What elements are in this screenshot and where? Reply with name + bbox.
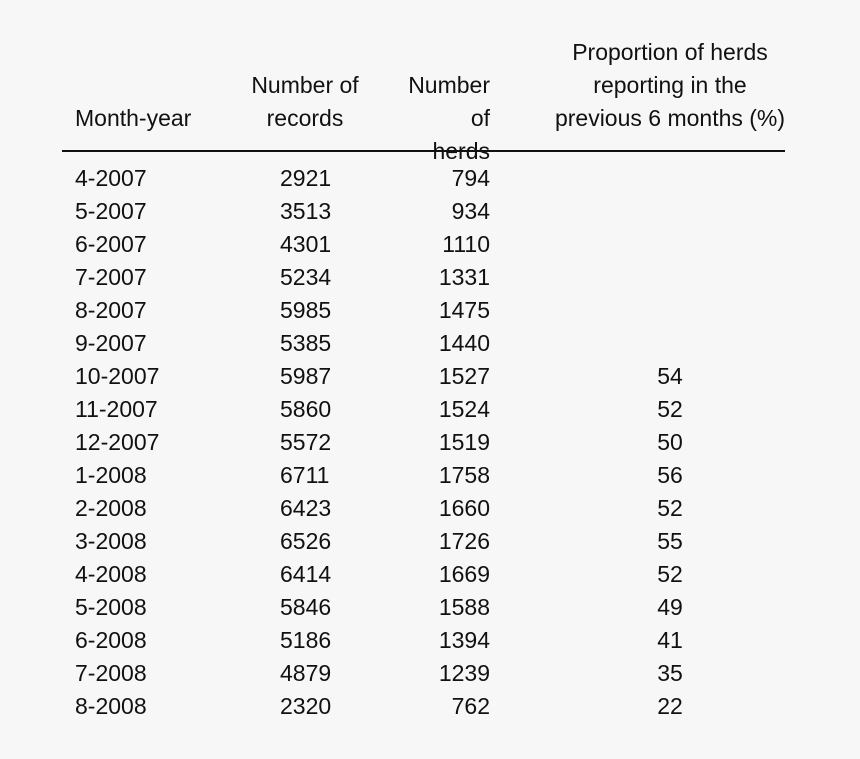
- cell-month-year: 11-2007: [75, 396, 158, 422]
- cell-records: 5572: [280, 429, 332, 455]
- cell-proportion: 22: [657, 693, 683, 719]
- table-row: 4-2008 6414 1669 52: [0, 558, 860, 591]
- header-line: Month-year: [75, 105, 192, 131]
- header-line: previous 6 months (%): [554, 105, 786, 131]
- table-row: 8-2008 2320 762 22: [0, 690, 860, 723]
- cell-month-year: 8-2008: [75, 693, 147, 719]
- cell-month-year: 5-2008: [75, 594, 147, 620]
- cell-herds: 1588: [438, 594, 490, 620]
- cell-herds: 1726: [438, 528, 490, 554]
- cell-month-year: 8-2007: [75, 297, 147, 323]
- cell-records: 2921: [280, 165, 332, 191]
- cell-herds: 1239: [438, 660, 490, 686]
- table-row: 9-2007 5385 1440: [0, 327, 860, 360]
- header-month-year: Month-year: [75, 36, 225, 135]
- table-row: 2-2008 6423 1660 52: [0, 492, 860, 525]
- header-number-of-herds: Number of herds: [390, 36, 490, 168]
- cell-records: 3513: [280, 198, 332, 224]
- table-row: 6-2008 5186 1394 41: [0, 624, 860, 657]
- header-line: Proportion of herds: [572, 39, 768, 65]
- table-row: 11-2007 5860 1524 52: [0, 393, 860, 426]
- table-row: 7-2007 5234 1331: [0, 261, 860, 294]
- cell-records: 5860: [280, 396, 332, 422]
- cell-proportion: 49: [657, 594, 683, 620]
- cell-herds: 1475: [438, 297, 490, 323]
- cell-proportion: 52: [657, 561, 683, 587]
- cell-herds: 1519: [438, 429, 490, 455]
- cell-herds: 1527: [438, 363, 490, 389]
- cell-month-year: 6-2008: [75, 627, 147, 653]
- cell-month-year: 10-2007: [75, 363, 160, 389]
- cell-proportion: 50: [657, 429, 683, 455]
- header-divider: [62, 150, 785, 152]
- header-number-of-records: Number of records: [225, 36, 385, 135]
- table-row: 8-2007 5985 1475: [0, 294, 860, 327]
- cell-herds: 1110: [442, 231, 490, 257]
- cell-herds: 1440: [438, 330, 490, 356]
- cell-herds: 762: [451, 693, 490, 719]
- header-proportion-reporting: Proportion of herds reporting in the previ…: [540, 36, 800, 135]
- cell-proportion: 52: [657, 495, 683, 521]
- cell-month-year: 2-2008: [75, 495, 147, 521]
- table-row: 3-2008 6526 1726 55: [0, 525, 860, 558]
- table-row: 6-2007 4301 1110: [0, 228, 860, 261]
- cell-records: 4301: [280, 231, 332, 257]
- cell-herds: 1758: [438, 462, 490, 488]
- cell-records: 5987: [280, 363, 332, 389]
- cell-month-year: 7-2008: [75, 660, 147, 686]
- cell-records: 6414: [280, 561, 332, 587]
- table-row: 1-2008 6711 1758 56: [0, 459, 860, 492]
- table-row: 10-2007 5987 1527 54: [0, 360, 860, 393]
- cell-proportion: 56: [657, 462, 683, 488]
- header-line: reporting in the: [593, 72, 747, 98]
- cell-herds: 1331: [438, 264, 490, 290]
- cell-records: 5846: [280, 594, 332, 620]
- cell-herds: 934: [451, 198, 490, 224]
- cell-month-year: 3-2008: [75, 528, 147, 554]
- cell-herds: 794: [451, 165, 490, 191]
- table-row: 12-2007 5572 1519 50: [0, 426, 860, 459]
- cell-records: 5234: [280, 264, 332, 290]
- cell-records: 6711: [280, 462, 330, 488]
- cell-herds: 1669: [438, 561, 490, 587]
- cell-month-year: 4-2008: [75, 561, 147, 587]
- cell-proportion: 52: [657, 396, 683, 422]
- cell-herds: 1524: [438, 396, 490, 422]
- cell-month-year: 5-2007: [75, 198, 147, 224]
- cell-records: 5385: [280, 330, 332, 356]
- cell-month-year: 1-2008: [75, 462, 147, 488]
- table-row: 4-2007 2921 794: [0, 162, 860, 195]
- cell-proportion: 55: [657, 528, 683, 554]
- cell-month-year: 6-2007: [75, 231, 147, 257]
- cell-proportion: 41: [657, 627, 683, 653]
- cell-proportion: 35: [657, 660, 683, 686]
- header-line: Number of: [408, 72, 490, 131]
- cell-month-year: 12-2007: [75, 429, 160, 455]
- cell-records: 5985: [280, 297, 332, 323]
- table-row: 5-2007 3513 934: [0, 195, 860, 228]
- header-line: records: [266, 105, 344, 131]
- table-row: 5-2008 5846 1588 49: [0, 591, 860, 624]
- cell-month-year: 4-2007: [75, 165, 147, 191]
- cell-records: 4879: [280, 660, 332, 686]
- header-line: Number of: [251, 72, 359, 98]
- cell-records: 6526: [280, 528, 332, 554]
- cell-herds: 1394: [438, 627, 490, 653]
- cell-proportion: 54: [657, 363, 683, 389]
- cell-records: 5186: [280, 627, 332, 653]
- cell-records: 2320: [280, 693, 332, 719]
- table-row: 7-2008 4879 1239 35: [0, 657, 860, 690]
- cell-month-year: 7-2007: [75, 264, 147, 290]
- cell-records: 6423: [280, 495, 332, 521]
- cell-month-year: 9-2007: [75, 330, 147, 356]
- cell-herds: 1660: [438, 495, 490, 521]
